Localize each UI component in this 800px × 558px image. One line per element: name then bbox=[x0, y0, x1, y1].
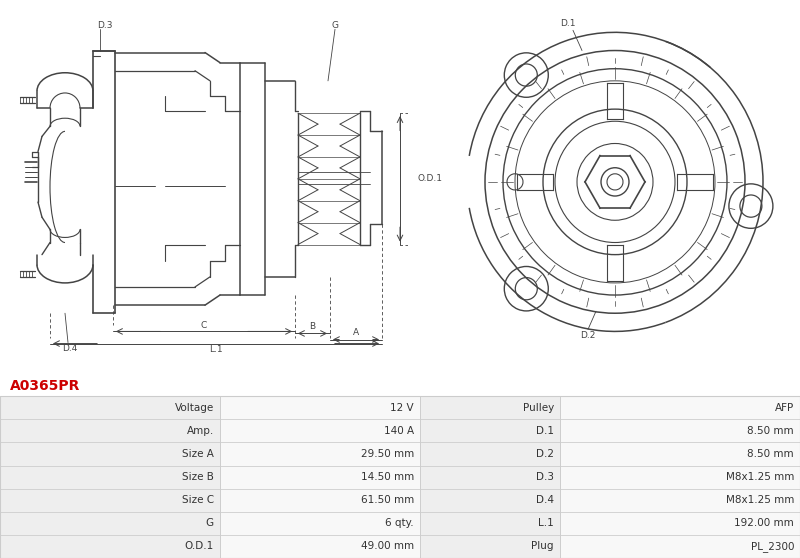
FancyBboxPatch shape bbox=[0, 420, 220, 442]
Text: A0365PR: A0365PR bbox=[10, 379, 80, 393]
FancyBboxPatch shape bbox=[560, 442, 800, 465]
Text: A: A bbox=[353, 328, 359, 337]
Text: D.1: D.1 bbox=[560, 19, 576, 28]
FancyBboxPatch shape bbox=[0, 442, 220, 465]
FancyBboxPatch shape bbox=[420, 465, 560, 489]
Text: D.1: D.1 bbox=[536, 426, 554, 436]
FancyBboxPatch shape bbox=[220, 442, 420, 465]
FancyBboxPatch shape bbox=[560, 489, 800, 512]
Text: L.1: L.1 bbox=[538, 518, 554, 528]
FancyBboxPatch shape bbox=[220, 396, 420, 420]
Text: L.1: L.1 bbox=[209, 345, 223, 354]
Text: 140 A: 140 A bbox=[384, 426, 414, 436]
FancyBboxPatch shape bbox=[220, 535, 420, 558]
FancyBboxPatch shape bbox=[220, 420, 420, 442]
FancyBboxPatch shape bbox=[420, 396, 560, 420]
Text: 14.50 mm: 14.50 mm bbox=[361, 472, 414, 482]
FancyBboxPatch shape bbox=[560, 465, 800, 489]
Text: 29.50 mm: 29.50 mm bbox=[361, 449, 414, 459]
Text: O.D.1: O.D.1 bbox=[185, 541, 214, 551]
Text: PL_2300: PL_2300 bbox=[750, 541, 794, 552]
Text: Size A: Size A bbox=[182, 449, 214, 459]
Text: G: G bbox=[206, 518, 214, 528]
Text: Size B: Size B bbox=[182, 472, 214, 482]
FancyBboxPatch shape bbox=[220, 489, 420, 512]
Text: Voltage: Voltage bbox=[174, 403, 214, 413]
Text: D.4: D.4 bbox=[62, 344, 78, 353]
FancyBboxPatch shape bbox=[420, 420, 560, 442]
Text: 8.50 mm: 8.50 mm bbox=[747, 449, 794, 459]
Text: Size C: Size C bbox=[182, 496, 214, 505]
FancyBboxPatch shape bbox=[0, 512, 220, 535]
Text: M8x1.25 mm: M8x1.25 mm bbox=[726, 496, 794, 505]
Text: 12 V: 12 V bbox=[390, 403, 414, 413]
FancyBboxPatch shape bbox=[220, 512, 420, 535]
FancyBboxPatch shape bbox=[220, 465, 420, 489]
Text: D.3: D.3 bbox=[98, 21, 113, 30]
Text: 8.50 mm: 8.50 mm bbox=[747, 426, 794, 436]
Text: D.2: D.2 bbox=[580, 331, 596, 340]
FancyBboxPatch shape bbox=[560, 512, 800, 535]
FancyBboxPatch shape bbox=[560, 420, 800, 442]
Text: D.4: D.4 bbox=[536, 496, 554, 505]
Text: M8x1.25 mm: M8x1.25 mm bbox=[726, 472, 794, 482]
Text: 49.00 mm: 49.00 mm bbox=[361, 541, 414, 551]
FancyBboxPatch shape bbox=[560, 535, 800, 558]
FancyBboxPatch shape bbox=[420, 442, 560, 465]
FancyBboxPatch shape bbox=[0, 465, 220, 489]
Text: B: B bbox=[309, 322, 315, 331]
Text: C: C bbox=[201, 321, 207, 330]
Text: O.D.1: O.D.1 bbox=[418, 174, 443, 184]
FancyBboxPatch shape bbox=[420, 535, 560, 558]
Text: Plug: Plug bbox=[531, 541, 554, 551]
FancyBboxPatch shape bbox=[560, 396, 800, 420]
Text: AFP: AFP bbox=[774, 403, 794, 413]
Text: 61.50 mm: 61.50 mm bbox=[361, 496, 414, 505]
Text: D.3: D.3 bbox=[536, 472, 554, 482]
Text: 6 qty.: 6 qty. bbox=[386, 518, 414, 528]
FancyBboxPatch shape bbox=[0, 535, 220, 558]
FancyBboxPatch shape bbox=[0, 396, 220, 420]
FancyBboxPatch shape bbox=[420, 489, 560, 512]
Text: G: G bbox=[331, 21, 338, 30]
Text: D.2: D.2 bbox=[536, 449, 554, 459]
Text: 192.00 mm: 192.00 mm bbox=[734, 518, 794, 528]
Text: Amp.: Amp. bbox=[186, 426, 214, 436]
Text: Pulley: Pulley bbox=[522, 403, 554, 413]
FancyBboxPatch shape bbox=[420, 512, 560, 535]
FancyBboxPatch shape bbox=[0, 489, 220, 512]
